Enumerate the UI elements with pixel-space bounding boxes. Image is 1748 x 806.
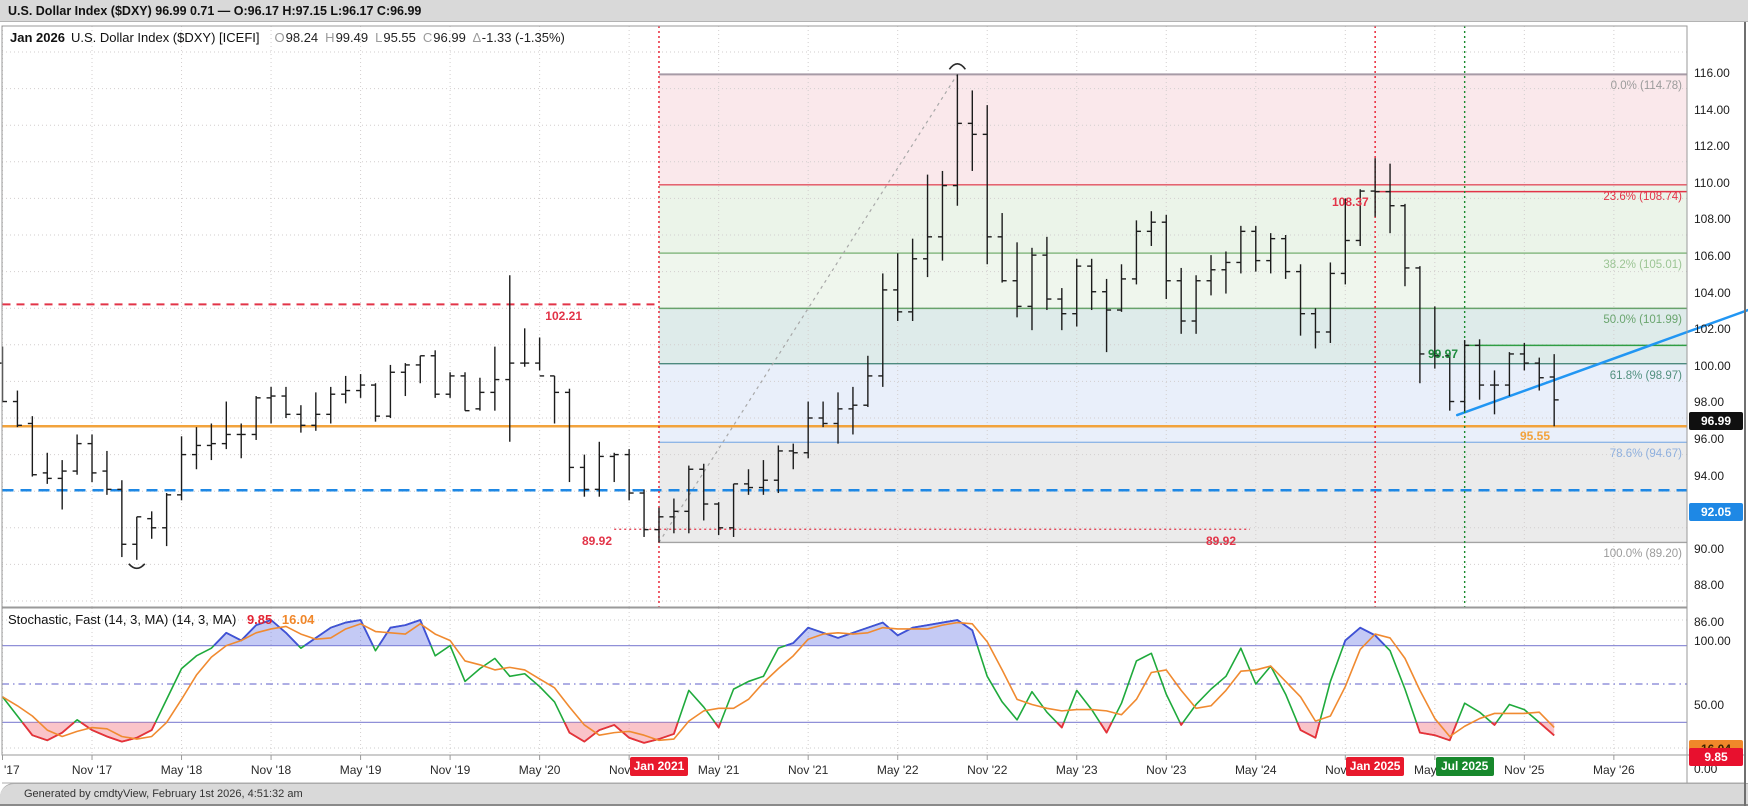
ohlc-field-value: 95.55: [383, 30, 416, 45]
time-tick-label: Nov '23: [1146, 763, 1187, 777]
window-title-bar: U.S. Dollar Index ($DXY) 96.99 0.71 — O:…: [0, 0, 1748, 22]
time-tick-label: May '26: [1593, 763, 1635, 777]
price-line-label: 102.21: [545, 309, 582, 324]
stochastic-k-badge: 9.85: [1689, 747, 1743, 766]
ohlc-field-key: H: [325, 30, 335, 45]
price-tick-label: 96.00: [1694, 432, 1725, 446]
price-line-label: 108.37: [1332, 194, 1369, 209]
time-tick-label: '17: [4, 763, 20, 777]
fib-level-label: 100.0% (89.20): [1603, 548, 1682, 561]
stochastic-study-header[interactable]: Stochastic, Fast (14, 3, MA) (14, 3, MA)…: [8, 612, 314, 627]
price-tick-label: 108.00: [1694, 212, 1731, 227]
study-params: (14, 3, MA): [172, 612, 237, 627]
price-tick-label: 90.00: [1694, 541, 1725, 556]
time-tick-label: May '23: [1055, 763, 1098, 777]
price-line-label: 99.97: [1428, 347, 1459, 362]
price-tick-label: 86.00: [1694, 615, 1725, 629]
price-tick-label: 102.00: [1694, 322, 1731, 337]
stoch-tick-label: 50.00: [1694, 698, 1725, 712]
chart-ohlc-header: Jan 2026 U.S. Dollar Index ($DXY) [ICEFI]…: [10, 30, 565, 45]
price-tick-label: 100.00: [1694, 358, 1731, 373]
window-title: U.S. Dollar Index ($DXY) 96.99 0.71 — O:…: [8, 4, 422, 18]
contract-label: Jan 2026: [10, 30, 65, 45]
time-tick-label: May '22: [876, 763, 919, 777]
ohlc-readout: O98.24 H99.49 L95.55 C96.99 ∆-1.33 (-1.35%): [268, 30, 565, 45]
time-tick-label: May '24: [1234, 763, 1277, 777]
stoch-tick-label: 100.00: [1694, 634, 1731, 648]
fib-level-label: 61.8% (98.97): [1609, 369, 1682, 382]
ohlc-field-key: ∆: [472, 30, 481, 45]
event-date-badge[interactable]: Jan 2025: [1346, 757, 1405, 776]
price-chart-canvas[interactable]: [0, 22, 1748, 806]
fib-level-label: 50.0% (101.99): [1603, 314, 1682, 327]
last-price-badge: 96.99: [1689, 412, 1743, 431]
price-tick-label: 88.00: [1694, 578, 1725, 593]
price-tick-label: 114.00: [1694, 102, 1730, 117]
alert-level-badge: 92.05: [1689, 502, 1743, 521]
stochastic-d-value: 16.04: [281, 612, 315, 627]
time-tick-label: May '18: [160, 763, 203, 777]
time-tick-label: Nov '21: [788, 763, 829, 777]
price-tick-label: 104.00: [1694, 285, 1731, 300]
ohlc-field-key: C: [422, 30, 433, 45]
time-tick-label: May '19: [339, 763, 382, 777]
price-tick-label: 98.00: [1694, 395, 1725, 410]
time-tick-label: Nov '25: [1504, 763, 1545, 777]
time-tick-label: Nov '18: [250, 763, 292, 777]
time-tick-label: May '21: [697, 763, 740, 777]
ohlc-field-value: 98.24: [285, 30, 319, 45]
price-tick-label: 112.00: [1694, 139, 1730, 154]
ohlc-field-value: 96.99: [433, 30, 466, 45]
stochastic-k-value: 9.85: [246, 612, 273, 627]
fib-level-label: 23.6% (108.74): [1603, 190, 1682, 203]
ohlc-field-value: 99.49: [335, 30, 369, 45]
time-tick-label: Nov '19: [429, 763, 471, 777]
ohlc-field-value: -1.33 (-1.35%): [481, 30, 565, 45]
event-date-badge[interactable]: Jan 2021: [629, 757, 688, 776]
price-tick-label: 106.00: [1694, 249, 1731, 263]
ohlc-field-key: O: [274, 30, 285, 45]
event-date-badge[interactable]: Jul 2025: [1435, 757, 1494, 776]
fib-level-label: 0.0% (114.78): [1610, 80, 1682, 93]
symbol-label: U.S. Dollar Index ($DXY) [ICEFI]: [70, 30, 260, 45]
price-tick-label: 110.00: [1694, 175, 1730, 190]
price-line-label: 89.92: [1206, 534, 1237, 549]
window-right-edge: [1744, 22, 1746, 806]
price-tick-label: 94.00: [1694, 468, 1725, 483]
fib-level-label: 38.2% (105.01): [1603, 259, 1682, 272]
fib-level-label: 78.6% (94.67): [1609, 448, 1682, 461]
price-tick-label: 116.00: [1694, 66, 1730, 80]
generated-by-footer: Generated by cmdtyView, February 1st 202…: [0, 783, 1748, 806]
time-tick-label: Nov '22: [967, 763, 1008, 777]
price-line-label: 89.92: [581, 534, 612, 549]
ohlc-field-key: L: [375, 30, 383, 45]
time-tick-label: Nov '17: [71, 763, 113, 777]
price-line-label: 95.55: [1519, 429, 1550, 444]
study-name: Stochastic, Fast (14, 3, MA): [8, 612, 169, 627]
time-tick-label: May '20: [518, 763, 561, 777]
footer-text: Generated by cmdtyView, February 1st 202…: [24, 788, 303, 800]
